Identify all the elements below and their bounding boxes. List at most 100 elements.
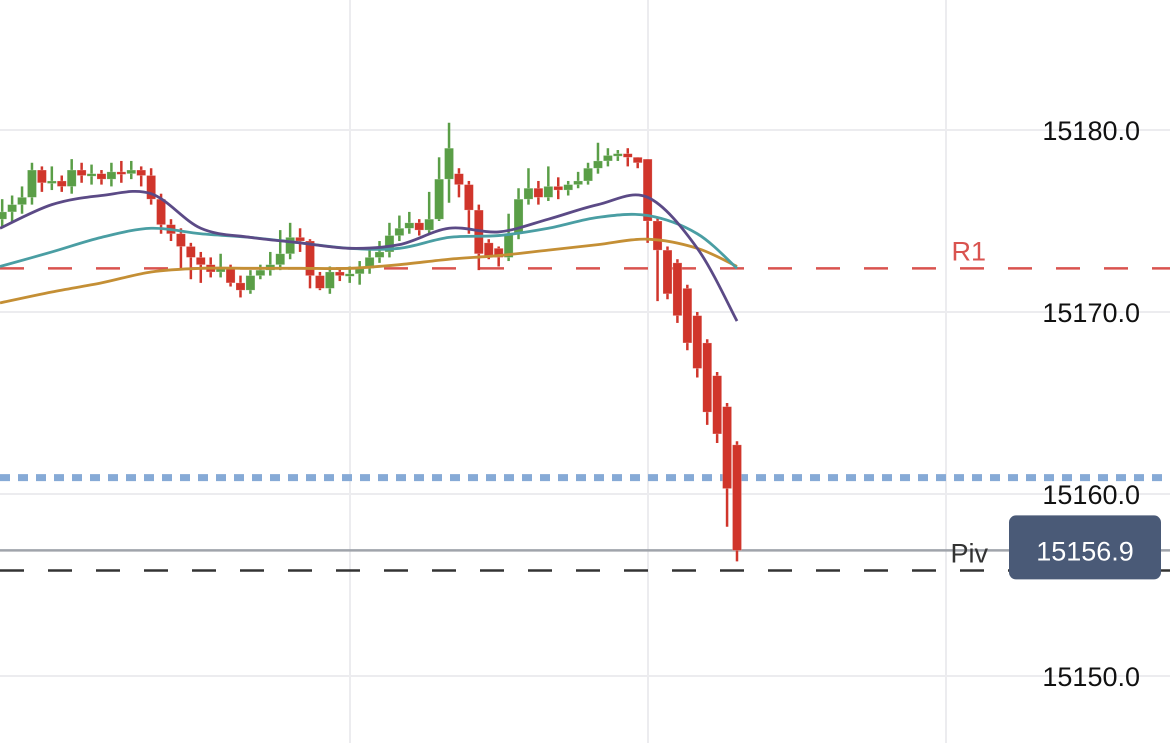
candle [603, 148, 613, 167]
candle [37, 166, 47, 192]
candle [464, 180, 474, 234]
candle [275, 230, 286, 271]
candle-body [543, 186, 554, 198]
candle [424, 191, 434, 234]
y-tick-label: 15180.0 [1042, 116, 1140, 146]
y-tick-label: 15160.0 [1042, 480, 1140, 510]
candle-body [404, 222, 415, 229]
candle [404, 211, 415, 234]
candle [573, 171, 583, 189]
candle-body [325, 271, 335, 289]
candle [394, 215, 405, 242]
candle [553, 177, 564, 200]
candle [642, 158, 653, 243]
candle-body [295, 237, 305, 242]
candle [17, 186, 27, 214]
levels [0, 267, 1170, 572]
candle-body [493, 248, 504, 258]
candle [593, 142, 603, 174]
candle-body [27, 169, 37, 198]
candle [176, 228, 186, 271]
candle-body [47, 180, 57, 184]
candle-body [255, 269, 266, 276]
candle-body [632, 157, 643, 164]
candle-body [146, 175, 156, 200]
last-price-badge: 15156.9 [1009, 515, 1161, 580]
candle [414, 219, 425, 236]
candle [454, 168, 464, 198]
candle-body [692, 315, 703, 369]
ma-line-fast [0, 189, 739, 322]
candles [0, 122, 742, 562]
candle-body [7, 204, 17, 213]
candle [146, 168, 156, 205]
candle [305, 239, 315, 289]
candle-body [156, 198, 166, 225]
candle [613, 150, 623, 161]
r1-label: R1 [951, 236, 986, 266]
candle-body [394, 227, 405, 236]
candle-body [613, 153, 623, 157]
candle [364, 250, 375, 274]
piv-label: Piv [950, 538, 988, 568]
y-tick-label: 15170.0 [1042, 298, 1140, 328]
candle [722, 403, 732, 527]
candle-body [235, 282, 246, 291]
candle-body [573, 180, 583, 185]
candle [76, 162, 87, 183]
candle-body [652, 220, 663, 251]
candle [374, 241, 385, 263]
candle-body [126, 169, 137, 174]
candle [0, 199, 7, 227]
candle [692, 312, 703, 378]
candle [682, 284, 693, 351]
candle [66, 159, 77, 194]
candle-body [315, 275, 325, 289]
candle-body [86, 173, 97, 177]
candle-body [424, 218, 434, 231]
candle [444, 122, 454, 203]
candle [732, 441, 742, 562]
candle [334, 268, 345, 282]
candle [126, 160, 137, 180]
candle [86, 164, 97, 185]
candle [315, 271, 325, 291]
candle-body [116, 171, 127, 175]
candle [96, 170, 107, 185]
candle-body [37, 169, 47, 184]
y-axis: 15180.0 15170.0 15160.0 15150.0 [1042, 116, 1140, 692]
candle [434, 157, 444, 221]
candle-body [712, 375, 722, 435]
candle [116, 160, 127, 183]
candle [652, 217, 663, 302]
candle-body [444, 147, 454, 180]
candle-body [344, 273, 355, 277]
candle [255, 264, 266, 280]
candle-body [464, 184, 474, 211]
candle [27, 162, 37, 205]
candle [245, 270, 256, 294]
candle-body [225, 268, 236, 284]
candle-body [672, 262, 683, 316]
candle-body [275, 253, 286, 265]
candle [106, 162, 117, 187]
moving-averages [0, 189, 739, 322]
candle-body [722, 406, 732, 489]
candle-body [662, 249, 673, 295]
candle [384, 222, 395, 258]
candle-body [603, 155, 613, 162]
candle-body [682, 288, 693, 344]
candle [583, 162, 593, 185]
candle [533, 180, 544, 205]
candle-body [96, 173, 107, 180]
candle [325, 266, 335, 294]
candle-body [434, 178, 444, 220]
candle [632, 157, 643, 169]
last-price-value: 15156.9 [1036, 536, 1134, 566]
candle [136, 166, 146, 187]
candle-body [17, 197, 27, 205]
candle-body [593, 160, 603, 169]
candle [543, 166, 554, 201]
candle-body [245, 275, 256, 291]
